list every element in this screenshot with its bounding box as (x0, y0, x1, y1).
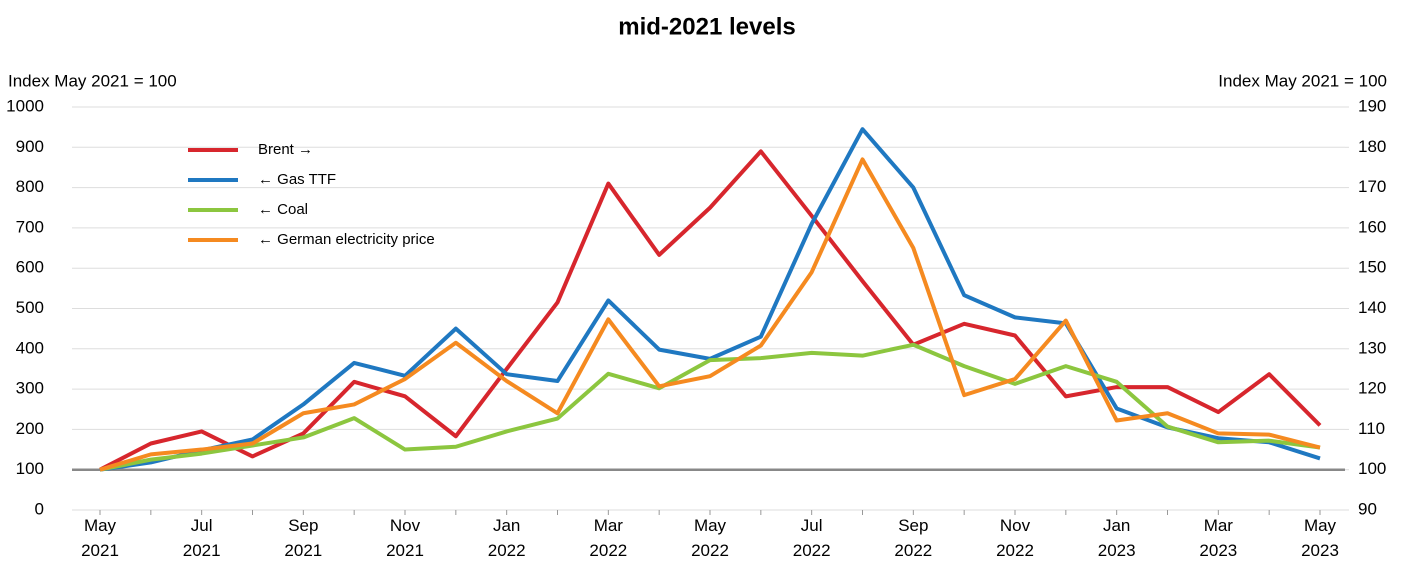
x-tick-label: Sep 2022 (894, 516, 933, 560)
y-tick-label: 700 (16, 217, 44, 236)
line-series (99, 157, 1321, 472)
y2-tick-label: 110 (1358, 419, 1385, 438)
x-tick-label: May 2021 (81, 516, 119, 560)
y-tick-label: 900 (16, 137, 44, 156)
line-series (99, 149, 1322, 472)
legend-label: ← Coal (258, 201, 308, 218)
y2-tick-label: 130 (1358, 338, 1386, 357)
y2-tick-label: 190 (1358, 96, 1386, 115)
legend-label: Brent → (258, 141, 313, 158)
y-tick-label: 0 (35, 499, 44, 518)
y2-tick-label: 140 (1358, 298, 1386, 317)
line-series (99, 342, 1321, 472)
legend-label: ← Gas TTF (258, 171, 336, 188)
y-tick-label: 300 (16, 379, 44, 398)
x-tick-label: Jan 2023 (1097, 516, 1136, 560)
x-tick-label: Nov 2022 (996, 516, 1034, 560)
y2-tick-label: 180 (1358, 137, 1386, 156)
x-tick-label: Mar 2022 (589, 516, 628, 560)
chart-title: mid-2021 levels (618, 13, 795, 40)
x-tick-label: May 2023 (1301, 516, 1339, 560)
x-tick-label: Jan 2022 (487, 516, 526, 560)
x-tick-label: May 2022 (691, 516, 729, 560)
y2-tick-label: 90 (1358, 499, 1377, 518)
y-axis-label: Index May 2021 = 100 (8, 71, 177, 90)
y2-tick-label: 160 (1358, 217, 1386, 236)
y-tick-label: 1000 (6, 96, 44, 115)
y-tick-label: 100 (16, 459, 44, 478)
y2-tick-label: 150 (1358, 258, 1386, 277)
x-tick-label: Jul 2022 (792, 516, 831, 560)
y2-tick-label: 120 (1358, 379, 1386, 398)
y-tick-label: 200 (16, 419, 44, 438)
y-tick-label: 600 (16, 258, 44, 277)
x-tick-label: Jul 2021 (182, 516, 221, 560)
x-tick-label: Nov 2021 (386, 516, 424, 560)
y-tick-label: 800 (16, 177, 44, 196)
x-tick-label: Mar 2023 (1199, 516, 1238, 560)
y2-tick-label: 100 (1358, 459, 1386, 478)
x-tick-label: Sep 2021 (284, 516, 323, 560)
y2-tick-label: 170 (1358, 177, 1386, 196)
legend-label: ← German electricity price (258, 231, 435, 248)
y-tick-label: 400 (16, 338, 44, 357)
y-tick-label: 500 (16, 298, 44, 317)
y2-axis-label: Index May 2021 = 100 (1218, 71, 1387, 90)
